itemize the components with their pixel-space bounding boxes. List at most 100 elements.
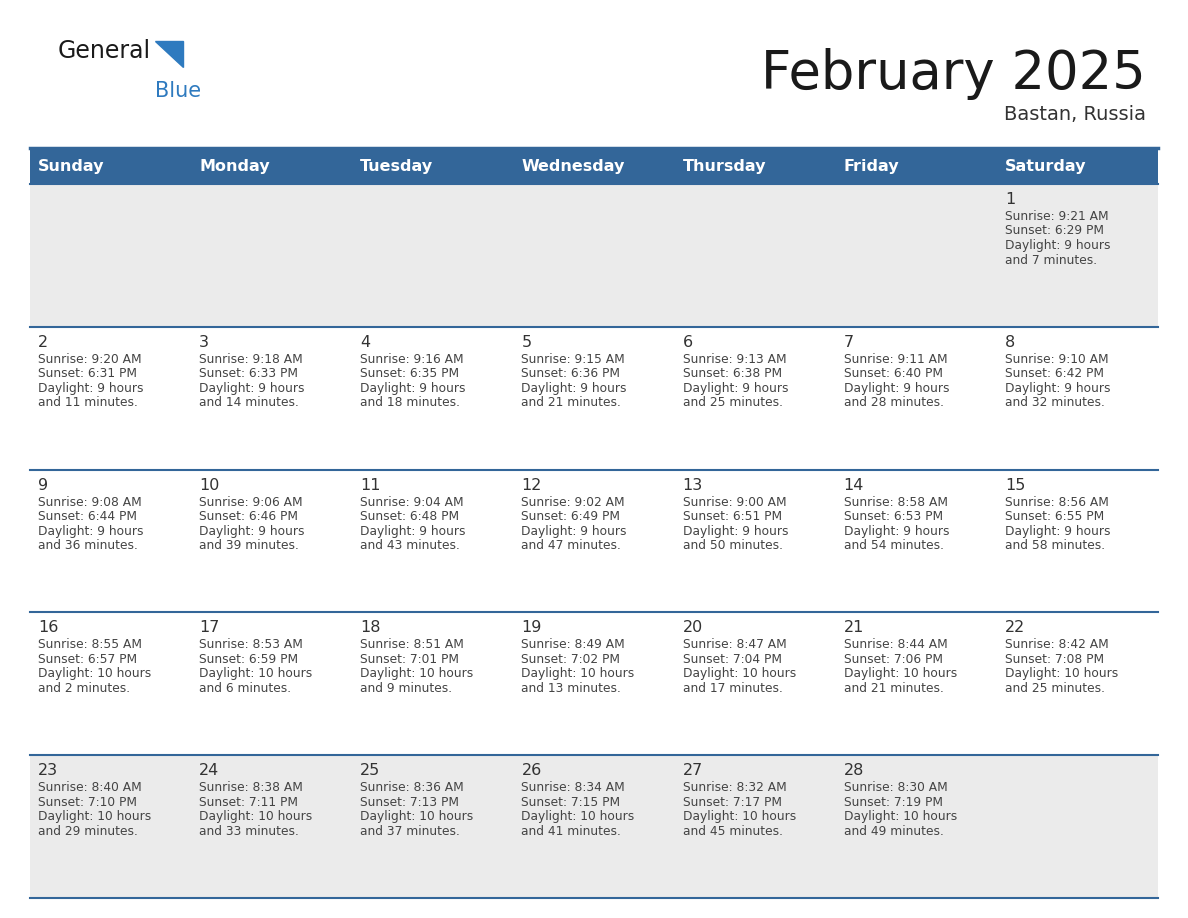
Text: and 21 minutes.: and 21 minutes. bbox=[843, 682, 943, 695]
Text: Sunset: 6:53 PM: Sunset: 6:53 PM bbox=[843, 510, 943, 523]
Text: 10: 10 bbox=[200, 477, 220, 493]
Text: 18: 18 bbox=[360, 621, 381, 635]
Text: Sunset: 6:55 PM: Sunset: 6:55 PM bbox=[1005, 510, 1104, 523]
Text: Sunset: 6:40 PM: Sunset: 6:40 PM bbox=[843, 367, 943, 380]
Text: 14: 14 bbox=[843, 477, 864, 493]
Bar bbox=[30, 756, 1158, 898]
Text: Sunrise: 9:16 AM: Sunrise: 9:16 AM bbox=[360, 353, 463, 365]
Text: Daylight: 10 hours: Daylight: 10 hours bbox=[683, 811, 796, 823]
Text: Daylight: 10 hours: Daylight: 10 hours bbox=[200, 667, 312, 680]
Text: and 21 minutes.: and 21 minutes. bbox=[522, 397, 621, 409]
Text: and 41 minutes.: and 41 minutes. bbox=[522, 824, 621, 838]
Text: Daylight: 10 hours: Daylight: 10 hours bbox=[38, 811, 151, 823]
Bar bbox=[30, 612, 1158, 756]
Text: Blue: Blue bbox=[154, 81, 201, 101]
Text: 25: 25 bbox=[360, 763, 380, 778]
Text: 22: 22 bbox=[1005, 621, 1025, 635]
Text: and 14 minutes.: and 14 minutes. bbox=[200, 397, 299, 409]
Text: and 2 minutes.: and 2 minutes. bbox=[38, 682, 131, 695]
Text: Sunset: 6:36 PM: Sunset: 6:36 PM bbox=[522, 367, 620, 380]
Text: Sunrise: 9:20 AM: Sunrise: 9:20 AM bbox=[38, 353, 141, 365]
Text: and 54 minutes.: and 54 minutes. bbox=[843, 539, 943, 552]
Text: 2: 2 bbox=[38, 335, 49, 350]
Text: 7: 7 bbox=[843, 335, 854, 350]
Text: Sunrise: 8:36 AM: Sunrise: 8:36 AM bbox=[360, 781, 465, 794]
Text: Sunrise: 9:10 AM: Sunrise: 9:10 AM bbox=[1005, 353, 1108, 365]
Text: Sunrise: 9:02 AM: Sunrise: 9:02 AM bbox=[522, 496, 625, 509]
Text: Daylight: 10 hours: Daylight: 10 hours bbox=[360, 811, 474, 823]
Text: and 58 minutes.: and 58 minutes. bbox=[1005, 539, 1105, 552]
Text: Sunrise: 9:00 AM: Sunrise: 9:00 AM bbox=[683, 496, 786, 509]
Text: Sunset: 6:42 PM: Sunset: 6:42 PM bbox=[1005, 367, 1104, 380]
Text: Sunset: 6:59 PM: Sunset: 6:59 PM bbox=[200, 653, 298, 666]
Text: and 18 minutes.: and 18 minutes. bbox=[360, 397, 460, 409]
Text: 15: 15 bbox=[1005, 477, 1025, 493]
Text: 12: 12 bbox=[522, 477, 542, 493]
Text: Daylight: 9 hours: Daylight: 9 hours bbox=[683, 382, 788, 395]
Text: Friday: Friday bbox=[843, 159, 899, 174]
Text: Sunrise: 9:18 AM: Sunrise: 9:18 AM bbox=[200, 353, 303, 365]
Text: and 36 minutes.: and 36 minutes. bbox=[38, 539, 138, 552]
Text: 9: 9 bbox=[38, 477, 49, 493]
Text: Sunrise: 9:21 AM: Sunrise: 9:21 AM bbox=[1005, 210, 1108, 223]
Polygon shape bbox=[154, 41, 183, 67]
Text: Daylight: 9 hours: Daylight: 9 hours bbox=[1005, 524, 1111, 538]
Text: Sunrise: 8:53 AM: Sunrise: 8:53 AM bbox=[200, 638, 303, 652]
Text: Daylight: 9 hours: Daylight: 9 hours bbox=[843, 382, 949, 395]
Text: Daylight: 9 hours: Daylight: 9 hours bbox=[200, 524, 304, 538]
Text: Sunset: 7:13 PM: Sunset: 7:13 PM bbox=[360, 796, 460, 809]
Text: and 49 minutes.: and 49 minutes. bbox=[843, 824, 943, 838]
Text: Sunset: 6:48 PM: Sunset: 6:48 PM bbox=[360, 510, 460, 523]
Text: Sunrise: 8:56 AM: Sunrise: 8:56 AM bbox=[1005, 496, 1108, 509]
Text: Daylight: 9 hours: Daylight: 9 hours bbox=[38, 382, 144, 395]
Text: Daylight: 10 hours: Daylight: 10 hours bbox=[843, 667, 958, 680]
Text: Daylight: 9 hours: Daylight: 9 hours bbox=[1005, 239, 1111, 252]
Text: Sunset: 7:10 PM: Sunset: 7:10 PM bbox=[38, 796, 137, 809]
Text: Sunset: 6:35 PM: Sunset: 6:35 PM bbox=[360, 367, 460, 380]
Text: and 50 minutes.: and 50 minutes. bbox=[683, 539, 783, 552]
Text: 26: 26 bbox=[522, 763, 542, 778]
Text: and 37 minutes.: and 37 minutes. bbox=[360, 824, 460, 838]
Text: Sunrise: 9:13 AM: Sunrise: 9:13 AM bbox=[683, 353, 786, 365]
Text: Sunset: 7:11 PM: Sunset: 7:11 PM bbox=[200, 796, 298, 809]
Text: 27: 27 bbox=[683, 763, 703, 778]
Text: Thursday: Thursday bbox=[683, 159, 766, 174]
Text: Sunset: 6:57 PM: Sunset: 6:57 PM bbox=[38, 653, 137, 666]
Text: and 33 minutes.: and 33 minutes. bbox=[200, 824, 299, 838]
Text: and 6 minutes.: and 6 minutes. bbox=[200, 682, 291, 695]
Text: Sunset: 6:44 PM: Sunset: 6:44 PM bbox=[38, 510, 137, 523]
Text: 4: 4 bbox=[360, 335, 371, 350]
Text: and 25 minutes.: and 25 minutes. bbox=[1005, 682, 1105, 695]
Text: and 39 minutes.: and 39 minutes. bbox=[200, 539, 299, 552]
Text: Daylight: 9 hours: Daylight: 9 hours bbox=[200, 382, 304, 395]
Text: 24: 24 bbox=[200, 763, 220, 778]
Text: Sunset: 7:02 PM: Sunset: 7:02 PM bbox=[522, 653, 620, 666]
Text: Sunset: 6:46 PM: Sunset: 6:46 PM bbox=[200, 510, 298, 523]
Text: Daylight: 10 hours: Daylight: 10 hours bbox=[683, 667, 796, 680]
Text: Sunset: 7:08 PM: Sunset: 7:08 PM bbox=[1005, 653, 1104, 666]
Text: and 28 minutes.: and 28 minutes. bbox=[843, 397, 943, 409]
Text: and 7 minutes.: and 7 minutes. bbox=[1005, 253, 1097, 266]
Text: Sunrise: 9:11 AM: Sunrise: 9:11 AM bbox=[843, 353, 947, 365]
Text: Daylight: 10 hours: Daylight: 10 hours bbox=[360, 667, 474, 680]
Text: Daylight: 9 hours: Daylight: 9 hours bbox=[522, 382, 627, 395]
Text: and 47 minutes.: and 47 minutes. bbox=[522, 539, 621, 552]
Text: 13: 13 bbox=[683, 477, 703, 493]
Text: Sunrise: 8:49 AM: Sunrise: 8:49 AM bbox=[522, 638, 625, 652]
Text: Sunrise: 8:32 AM: Sunrise: 8:32 AM bbox=[683, 781, 786, 794]
Text: 20: 20 bbox=[683, 621, 703, 635]
Text: General: General bbox=[58, 39, 151, 63]
Text: Sunrise: 8:44 AM: Sunrise: 8:44 AM bbox=[843, 638, 948, 652]
Text: Sunrise: 8:30 AM: Sunrise: 8:30 AM bbox=[843, 781, 948, 794]
Text: Daylight: 9 hours: Daylight: 9 hours bbox=[683, 524, 788, 538]
Text: Sunset: 7:01 PM: Sunset: 7:01 PM bbox=[360, 653, 460, 666]
Text: Saturday: Saturday bbox=[1005, 159, 1086, 174]
Text: and 17 minutes.: and 17 minutes. bbox=[683, 682, 783, 695]
Text: Sunrise: 9:08 AM: Sunrise: 9:08 AM bbox=[38, 496, 141, 509]
Text: 17: 17 bbox=[200, 621, 220, 635]
Text: 1: 1 bbox=[1005, 192, 1015, 207]
Text: Daylight: 9 hours: Daylight: 9 hours bbox=[1005, 382, 1111, 395]
Text: and 11 minutes.: and 11 minutes. bbox=[38, 397, 138, 409]
Bar bbox=[30, 470, 1158, 612]
Text: 3: 3 bbox=[200, 335, 209, 350]
